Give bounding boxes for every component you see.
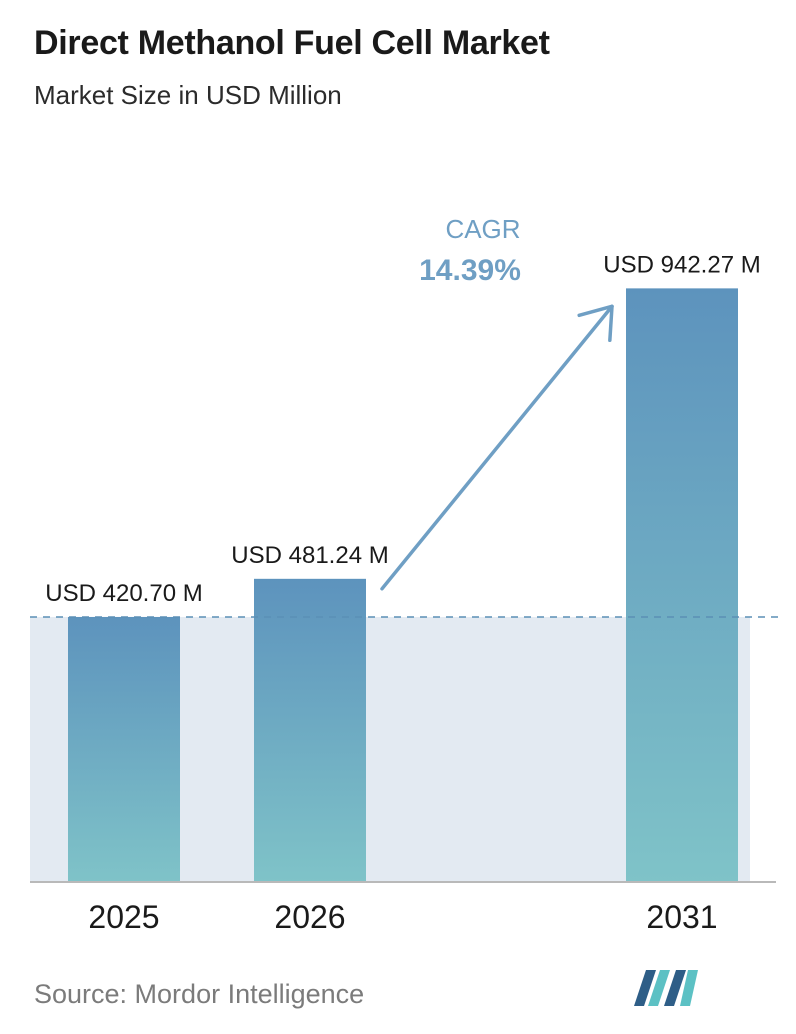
data-label-2026: USD 481.24 M — [231, 542, 388, 569]
bar-2031 — [626, 288, 738, 883]
cagr-arrow-line — [380, 304, 614, 591]
bar-2025 — [68, 616, 180, 882]
bar-layer — [68, 288, 738, 883]
cagr-label: CAGR — [445, 214, 520, 244]
cagr-value: 14.39% — [419, 254, 521, 287]
bar-chart: USD 420.70 M 2025 USD 481.24 M 2026 USD 942.… — [30, 214, 780, 935]
bar-2026 — [254, 578, 366, 882]
source-note: Source: Mordor Intelligence — [34, 979, 365, 1009]
mordor-intelligence-logo — [634, 970, 698, 1006]
chart-subtitle: Market Size in USD Million — [34, 80, 342, 110]
label-layer: USD 420.70 M 2025 USD 481.24 M 2026 USD 942.… — [45, 251, 760, 935]
x-tick-2026: 2026 — [274, 899, 345, 935]
data-label-2031: USD 942.27 M — [603, 251, 760, 278]
cagr-arrow-head — [577, 304, 614, 343]
x-tick-2031: 2031 — [646, 899, 717, 935]
cagr-annotation: CAGR 14.39% — [380, 214, 614, 591]
chart-title: Direct Methanol Fuel Cell Market — [34, 24, 550, 62]
data-label-2025: USD 420.70 M — [45, 580, 202, 607]
x-tick-2025: 2025 — [88, 899, 159, 935]
